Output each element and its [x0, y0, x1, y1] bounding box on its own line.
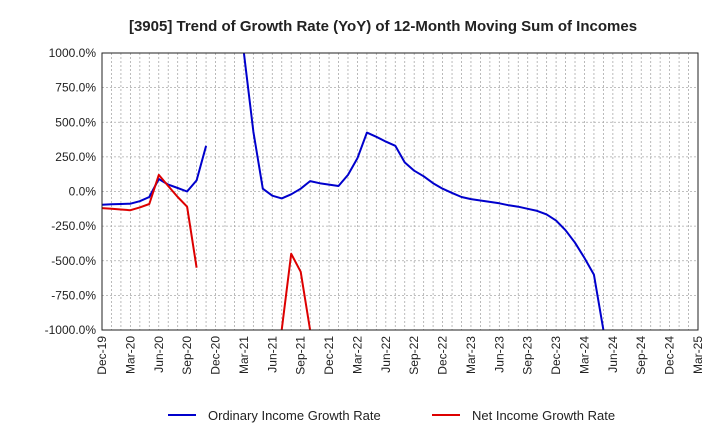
x-tick-label: Jun-20 [152, 336, 166, 373]
y-tick-label: -500.0% [51, 254, 96, 268]
x-tick-label: Jun-21 [265, 336, 279, 373]
x-tick-label: Mar-25 [691, 336, 705, 374]
x-tick-label: Dec-23 [549, 336, 563, 375]
x-axis-ticks: Dec-19 Mar-20 Jun-20 Sep-20 Dec-20 Mar-21 Jun-… [95, 336, 705, 375]
y-tick-label: -750.0% [51, 288, 96, 302]
series-line-2 [280, 252, 312, 331]
x-tick-label: Sep-24 [634, 336, 648, 375]
x-tick-label: Mar-22 [350, 336, 364, 374]
x-tick-label: Mar-20 [123, 336, 137, 374]
y-tick-label: 250.0% [55, 150, 96, 164]
y-tick-label: 500.0% [55, 115, 96, 129]
x-tick-label: Dec-20 [209, 336, 223, 375]
series-lines [101, 52, 605, 331]
legend: Ordinary Income Growth Rate Net Income Gr… [168, 408, 615, 423]
series-line-1 [101, 145, 208, 206]
legend-label-2: Net Income Growth Rate [472, 408, 615, 423]
plot-frame [101, 52, 699, 331]
y-tick-label: -1000.0% [45, 323, 97, 337]
x-tick-label: Jun-24 [606, 336, 620, 373]
x-tick-label: Mar-23 [464, 336, 478, 374]
x-tick-label: Jun-23 [492, 336, 506, 373]
x-tick-label: Jun-22 [379, 336, 393, 373]
y-tick-label: -250.0% [51, 219, 96, 233]
y-tick-label: 0.0% [69, 185, 97, 199]
x-tick-label: Sep-20 [180, 336, 194, 375]
legend-label-1: Ordinary Income Growth Rate [208, 408, 381, 423]
x-tick-label: Sep-22 [407, 336, 421, 375]
x-tick-label: Dec-21 [322, 336, 336, 375]
x-tick-label: Mar-24 [577, 336, 591, 374]
x-tick-label: Sep-21 [294, 336, 308, 375]
grid [102, 53, 698, 330]
y-axis-ticks: 1000.0% 750.0% 500.0% 250.0% 0.0% -250.0% -500… [45, 46, 97, 337]
y-tick-label: 750.0% [55, 81, 96, 95]
x-tick-label: Mar-21 [237, 336, 251, 374]
y-tick-label: 1000.0% [49, 46, 97, 60]
x-tick-label: Sep-23 [521, 336, 535, 375]
x-tick-label: Dec-22 [436, 336, 450, 375]
series-line-2 [101, 173, 198, 268]
series-line-1 [242, 52, 605, 331]
x-tick-label: Dec-19 [95, 336, 109, 375]
x-tick-label: Dec-24 [663, 336, 677, 375]
chart-title: [3905] Trend of Growth Rate (YoY) of 12-… [129, 18, 637, 35]
